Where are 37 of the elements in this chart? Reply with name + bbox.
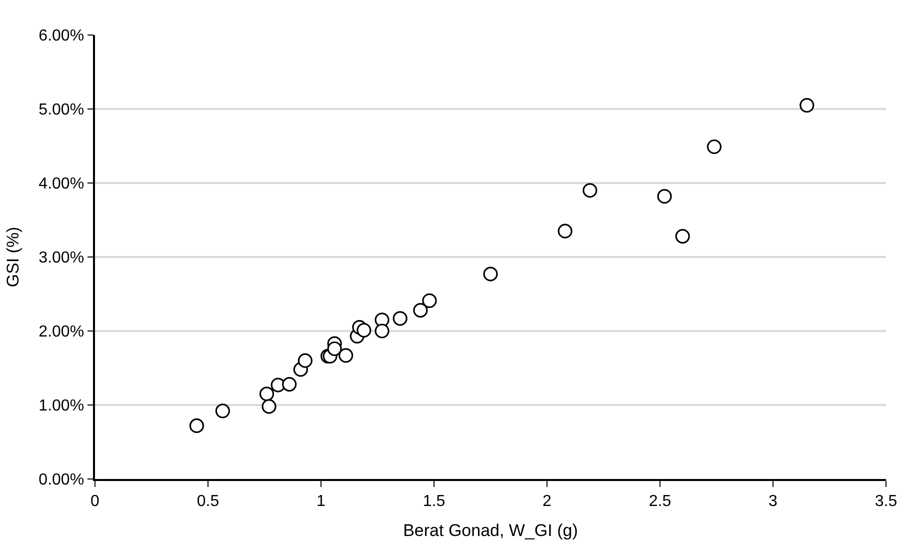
point — [298, 353, 312, 368]
point — [356, 322, 372, 338]
point — [374, 324, 390, 338]
point — [189, 418, 204, 434]
x-tick-label: 1.5 — [422, 492, 446, 510]
point — [259, 386, 274, 402]
point — [327, 341, 342, 356]
point — [262, 399, 276, 414]
x-tick-label: 2 — [542, 492, 552, 510]
point — [338, 348, 354, 363]
point — [483, 266, 498, 282]
y-tick-label: 0.00% — [38, 472, 84, 489]
point — [706, 139, 722, 154]
y-tick-label: 3.00% — [38, 250, 84, 267]
point — [558, 224, 572, 238]
point — [215, 404, 230, 418]
point — [582, 183, 598, 198]
y-axis-title: GSI (%) — [4, 226, 23, 288]
x-tick-label: 3.5 — [874, 492, 898, 510]
y-tick-label: 6.00% — [38, 28, 84, 45]
y-tick-label: 5.00% — [38, 102, 84, 119]
x-tick-label: 0.5 — [196, 492, 220, 510]
point — [392, 311, 408, 326]
x-axis-title: Berat Gonad, W_GI (g) — [403, 520, 578, 540]
point — [657, 189, 672, 204]
x-tick-label: 2.5 — [648, 492, 672, 510]
x-tick-label: 0 — [90, 492, 100, 510]
y-tick-label: 2.00% — [38, 324, 84, 341]
point — [422, 293, 437, 308]
point — [413, 302, 428, 318]
x-tick-label: 1 — [316, 492, 326, 510]
y-tick-label: 1.00% — [38, 398, 84, 415]
point — [800, 98, 814, 113]
y-tick-label: 4.00% — [38, 176, 84, 193]
x-tick-label: 3 — [768, 492, 778, 510]
point — [282, 376, 297, 392]
point — [675, 228, 690, 244]
